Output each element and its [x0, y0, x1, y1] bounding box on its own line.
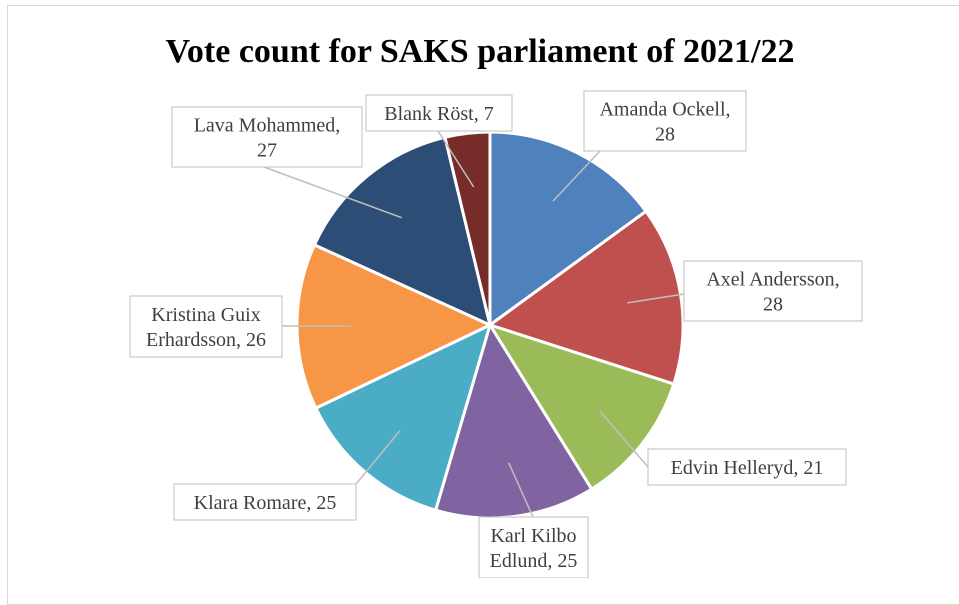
- pie-slices: [297, 132, 683, 518]
- pie-chart: Vote count for SAKS parliament of 2021/2…: [0, 0, 959, 578]
- data-label: Karl Kilbo: [490, 525, 576, 547]
- data-label: Amanda Ockell,: [599, 99, 730, 121]
- data-label: Axel Andersson,: [706, 269, 839, 291]
- data-label: Erhardsson, 26: [146, 329, 266, 351]
- data-label: Kristina Guix: [151, 304, 260, 326]
- data-label: 28: [763, 294, 783, 316]
- chart-title: Vote count for SAKS parliament of 2021/2…: [166, 33, 795, 70]
- data-label: Edvin Helleryd, 21: [671, 457, 824, 479]
- data-label: Blank Röst, 7: [384, 103, 493, 125]
- data-label: Lava Mohammed,: [194, 115, 341, 137]
- data-label: Klara Romare, 25: [194, 492, 337, 514]
- data-label: 28: [655, 124, 675, 146]
- data-label: Edlund, 25: [490, 550, 578, 572]
- data-label: 27: [257, 140, 277, 162]
